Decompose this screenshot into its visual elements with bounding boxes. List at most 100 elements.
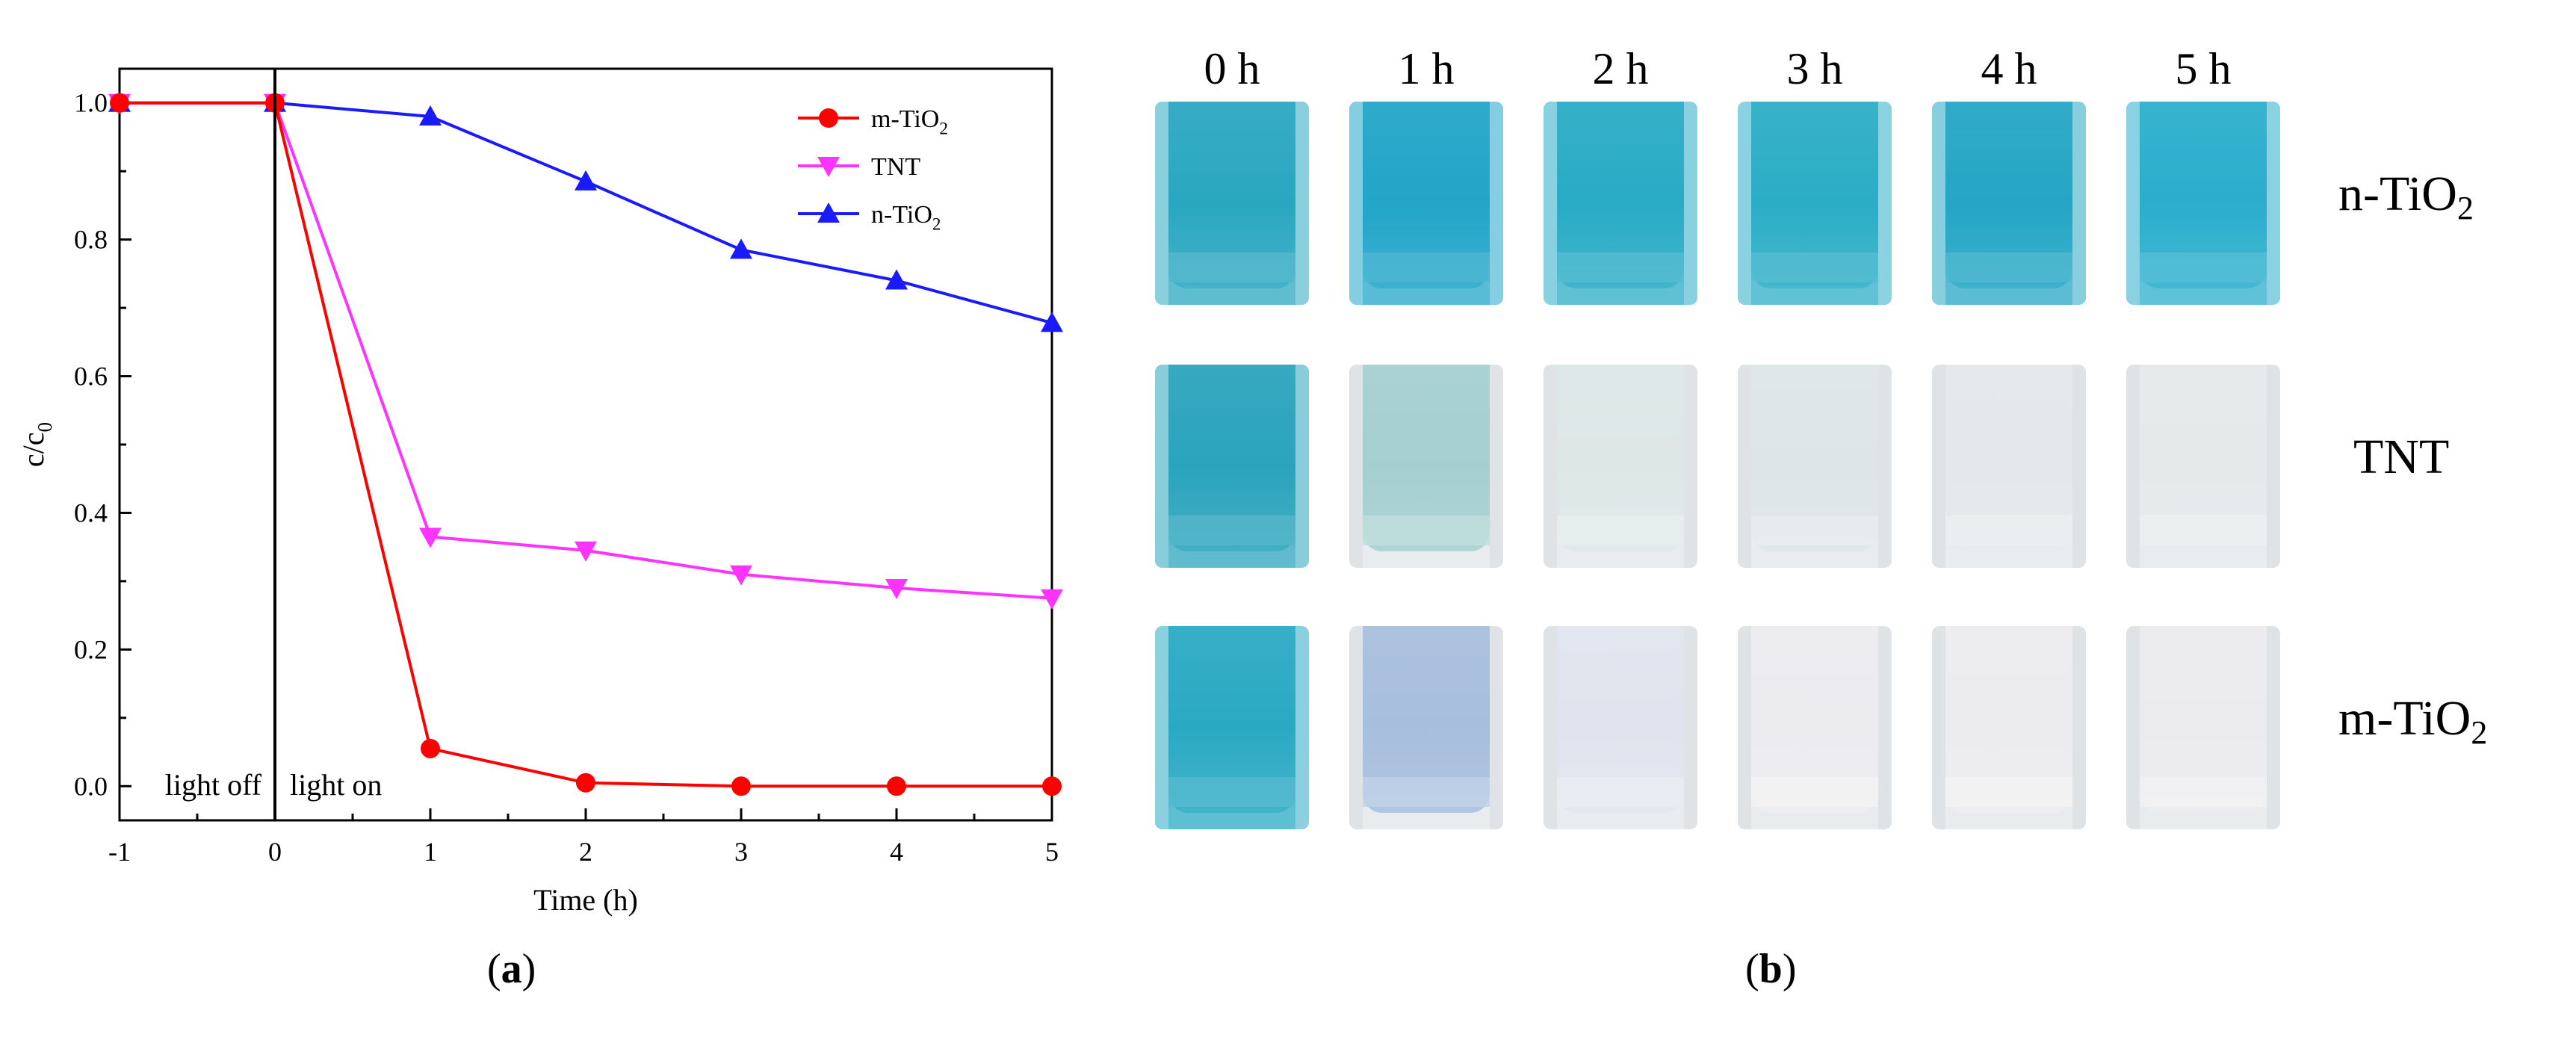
y-tick-label: 0.6 [74,362,108,391]
cuvette-edge [1932,626,1945,829]
cuvette-photo [1155,102,1309,305]
row-label: m-TiO2 [2338,691,2488,751]
cuvette-edge [1684,365,1697,568]
y-tick-label: 1.0 [74,88,108,118]
cuvette-edge [1349,365,1363,568]
time-label: 4 h [1981,44,2037,93]
cuvette-bottom-band [1363,777,1490,807]
cuvette-photo [1932,102,2086,305]
cuvette-edge [2267,365,2280,568]
cuvette-bottom-band [1751,253,1878,282]
x-tick-label: 1 [424,837,437,867]
cuvette-photo [1349,102,1503,305]
panel-label-a: (a) [487,946,536,992]
cuvette-edge [1349,626,1363,829]
y-tick-label: 0.4 [74,498,108,527]
x-tick-label: -1 [108,837,131,867]
cuvette-edge [1544,102,1557,305]
annotation-light-off: light off [165,768,262,802]
cuvette-edge [1295,365,1309,568]
data-point [575,541,597,562]
row-label: n-TiO2 [2338,167,2474,226]
cuvette-edge [1544,626,1557,829]
data-point [887,776,906,796]
cuvette-edge [1155,365,1168,568]
cuvette-bottom-band [1945,516,2072,545]
legend-marker [817,157,840,177]
cuvette-edge [1349,102,1363,305]
data-point [731,776,751,796]
cuvette-edge [2072,102,2086,305]
data-point [110,93,129,113]
x-axis-label: Time (h) [533,883,638,917]
cuvette-edge [2267,626,2280,829]
cuvette-edge [2126,102,2140,305]
cuvette-edge [1878,626,1892,829]
cuvette-edge [1738,626,1751,829]
cuvette-photo [1738,626,1892,829]
cuvette-photo [1932,626,2086,829]
row-label: TNT [2353,430,2450,484]
data-point [1041,589,1063,610]
cuvette-edge [1932,102,1945,305]
cuvette-photo [1544,626,1697,829]
x-tick-label: 5 [1045,837,1059,867]
legend-marker [817,202,840,223]
cuvette-edge [1490,102,1503,305]
cuvette-photo [1738,365,1892,568]
x-tick-label: 4 [890,837,903,867]
cuvette-edge [1932,365,1945,568]
cuvette-bottom-band [1751,516,1878,545]
data-point [421,738,440,758]
cuvette-bottom-band [1945,253,2072,282]
data-point [576,773,595,793]
cuvette-edge [1684,626,1697,829]
cuvette-photo [2126,102,2280,305]
cuvette-edge [1544,365,1557,568]
cuvette-photo [1349,365,1503,568]
time-label: 2 h [1592,44,1649,93]
cuvette-photo [1155,365,1309,568]
cuvette-edge [2126,626,2140,829]
time-label: 1 h [1398,44,1455,93]
data-point [575,170,597,191]
y-tick-label: 0.8 [74,225,108,255]
cuvette-edge [2072,365,2086,568]
data-point [730,565,752,586]
x-tick-label: 0 [268,837,282,867]
cuvette-edge [1738,102,1751,305]
data-point [885,579,908,600]
cuvette-bottom-band [1363,253,1490,282]
cuvette-photo [1155,626,1309,829]
legend-label: TNT [871,153,920,181]
data-point [419,105,442,126]
time-label: 0 h [1204,44,1260,93]
cuvette-edge [1295,626,1309,829]
data-point [730,238,752,259]
cuvette-photo [2126,365,2280,568]
time-label: 5 h [2175,44,2232,93]
y-tick-label: 0.2 [74,634,108,664]
cuvette-bottom-band [1557,516,1684,545]
data-point [419,527,442,548]
cuvette-edge [1155,626,1168,829]
data-point [885,269,908,290]
time-label: 3 h [1786,44,1843,93]
cuvette-edge [1490,626,1503,829]
cuvette-edge [1295,102,1309,305]
cuvette-bottom-band [2140,777,2267,807]
cuvette-photo [1544,102,1697,305]
cuvette-bottom-band [1168,516,1295,545]
cuvette-photo [1932,365,2086,568]
cuvette-edge [1490,365,1503,568]
cuvette-edge [2267,102,2280,305]
cuvette-bottom-band [2140,516,2267,545]
cuvette-edge [1155,102,1168,305]
cuvette-edge [1684,102,1697,305]
x-tick-label: 2 [579,837,592,867]
chart-annotations: light off light on [165,69,382,820]
cuvette-bottom-band [1168,253,1295,282]
cuvette-photo [1544,365,1697,568]
